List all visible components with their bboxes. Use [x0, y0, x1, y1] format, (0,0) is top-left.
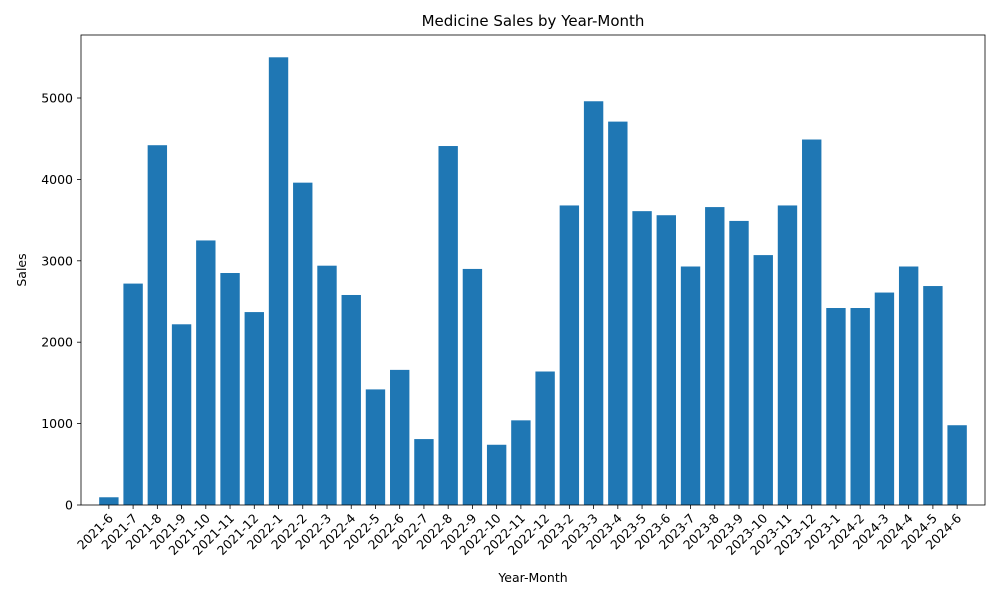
bar-2022-8 — [438, 146, 458, 505]
x-axis-ticks: 2021-62021-72021-82021-92021-102021-1120… — [74, 505, 964, 558]
y-tick-label: 1000 — [41, 416, 73, 431]
y-tick-label: 2000 — [41, 335, 73, 350]
bar-2023-5 — [632, 211, 652, 505]
bar-2023-6 — [656, 215, 676, 505]
bar-2021-10 — [196, 240, 216, 505]
y-tick-label: 0 — [65, 498, 73, 513]
bar-2023-9 — [729, 220, 749, 506]
bar-2022-5 — [365, 389, 386, 505]
bar-2023-1 — [826, 308, 846, 505]
bar-2022-3 — [317, 265, 337, 505]
bar-2022-9 — [462, 268, 483, 505]
y-tick-label: 5000 — [41, 91, 73, 106]
bar-2021-8 — [147, 145, 168, 505]
bar-2022-7 — [414, 439, 434, 505]
bar-2021-6 — [99, 497, 119, 505]
x-axis-label: Year-Month — [497, 570, 567, 585]
bar-2023-7 — [680, 266, 701, 505]
bar-2022-2 — [293, 182, 313, 505]
bar-2021-9 — [171, 324, 192, 505]
bar-2023-4 — [608, 121, 628, 506]
plot-frame — [80, 34, 986, 506]
bar-2021-11 — [220, 273, 240, 505]
y-tick-label: 4000 — [41, 172, 73, 187]
bar-2024-2 — [850, 308, 870, 505]
bar-2023-2 — [559, 205, 580, 505]
bar-2024-4 — [898, 266, 919, 505]
bar-2021-12 — [244, 312, 264, 505]
y-axis-ticks: 0 1000 2000 3000 4000 5000 — [41, 91, 81, 513]
y-tick-label: 3000 — [41, 253, 73, 268]
bar-2021-7 — [123, 283, 143, 505]
bar-2022-10 — [486, 444, 507, 505]
bar-2024-5 — [923, 286, 943, 505]
bar-2023-3 — [583, 101, 604, 505]
bar-2023-10 — [753, 255, 773, 505]
y-axis-label: Sales — [14, 253, 29, 286]
chart-title: Medicine Sales by Year-Month — [422, 12, 645, 30]
bar-2022-4 — [341, 294, 361, 505]
bar-2023-12 — [802, 139, 822, 505]
bar-2022-11 — [511, 420, 531, 505]
bar-2024-3 — [874, 292, 895, 505]
bars — [99, 57, 967, 506]
bar-2024-6 — [947, 425, 967, 505]
bar-2023-11 — [777, 205, 798, 505]
bar-2022-6 — [390, 369, 410, 505]
bar-2022-12 — [535, 371, 555, 505]
bar-2022-1 — [268, 57, 289, 506]
bar-2023-8 — [705, 207, 725, 505]
